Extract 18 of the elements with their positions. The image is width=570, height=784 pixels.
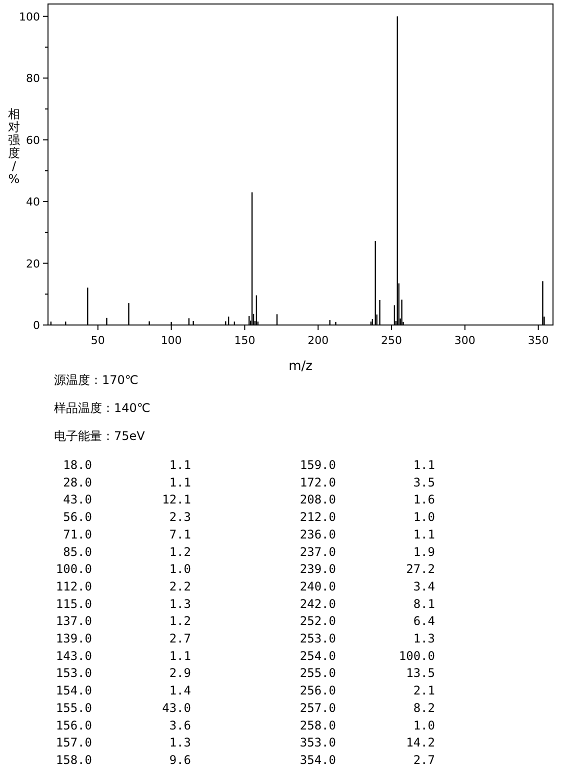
y-tick-label: 60 [26, 134, 40, 147]
y-tick-label: 0 [33, 319, 40, 332]
y-tick-label: 40 [26, 196, 40, 209]
x-tick-label: 350 [528, 334, 549, 347]
x-tick-label: 200 [308, 334, 329, 347]
x-tick-label: 300 [454, 334, 476, 347]
x-axis-title: m/z [288, 359, 313, 374]
y-tick-label: 100 [19, 10, 40, 24]
x-tick-label: 150 [234, 334, 256, 347]
text: 电子能量：75eV [54, 429, 146, 443]
text: 源温度：170℃ [54, 373, 138, 387]
x-tick-label: 100 [160, 334, 182, 347]
y-axis-title: 相对强度/% [8, 107, 20, 186]
y-tick-label: 20 [26, 257, 40, 270]
x-tick-label: 50 [90, 334, 105, 347]
x-tick-label: 250 [381, 334, 402, 347]
text: 样品温度：140℃ [54, 401, 150, 415]
y-tick-label: 80 [26, 72, 40, 86]
